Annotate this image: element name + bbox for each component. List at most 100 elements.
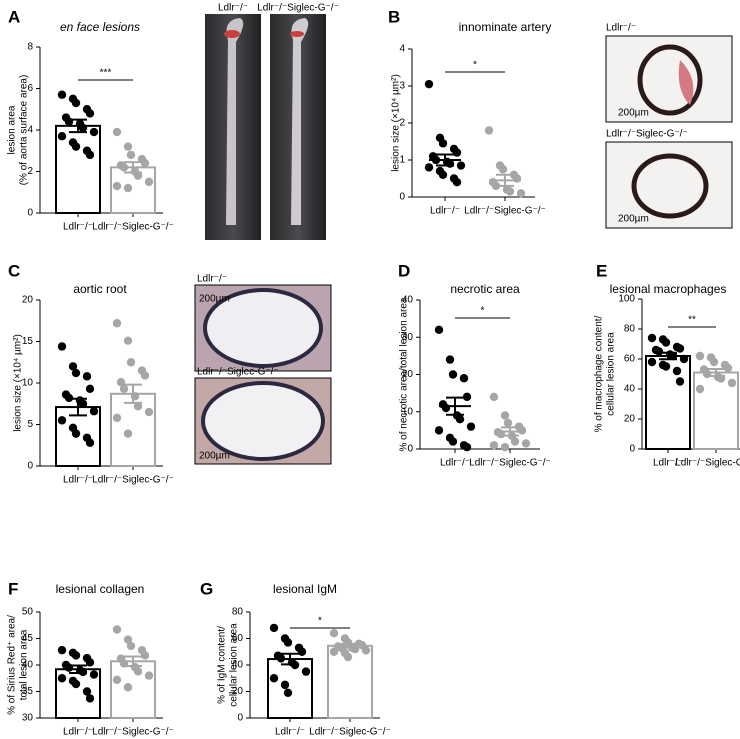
data-point xyxy=(71,142,81,151)
y-tick-label: 4 xyxy=(399,44,405,55)
chart-title: innominate artery xyxy=(459,20,552,34)
significance-label: * xyxy=(481,306,485,317)
data-point xyxy=(57,132,67,141)
scale-bar-label: 200µm xyxy=(199,294,230,305)
data-point xyxy=(144,671,154,680)
aorta xyxy=(226,18,244,225)
data-point xyxy=(512,174,522,183)
data-point xyxy=(116,377,126,387)
x-tick-label: Ldlr⁻/⁻ xyxy=(440,458,470,469)
data-point xyxy=(654,347,664,356)
y-tick-label: 40 xyxy=(624,384,636,395)
x-tick-label: Ldlr⁻/⁻ xyxy=(653,458,683,469)
data-point xyxy=(500,442,510,452)
y-tick-label: 20 xyxy=(22,295,34,306)
data-point xyxy=(78,667,88,677)
significance-label: * xyxy=(318,616,322,627)
data-point xyxy=(130,392,140,401)
data-point xyxy=(82,687,92,696)
x-tick-label: Ldlr⁻/⁻ xyxy=(275,727,305,738)
x-tick-label: Ldlr⁻/⁻Siglec-G⁻/⁻ xyxy=(92,727,174,738)
data-point xyxy=(133,667,143,676)
y-tick-label: 10 xyxy=(22,378,34,389)
image-label: Ldlr⁻/⁻Siglec-G⁻/⁻ xyxy=(257,3,339,14)
data-point xyxy=(672,366,682,376)
y-tick-label: 0 xyxy=(399,192,405,203)
y-tick-label: 50 xyxy=(22,607,34,618)
y-axis-label: cellular lesion area xyxy=(229,623,240,707)
data-point xyxy=(462,442,472,452)
data-point xyxy=(144,177,154,187)
data-point xyxy=(452,148,462,157)
x-tick-label: Ldlr⁻/⁻ xyxy=(63,475,93,486)
data-point xyxy=(140,159,150,168)
data-point xyxy=(71,98,81,108)
y-tick-label: 40 xyxy=(402,295,414,306)
innominate-images: Ldlr⁻/⁻ 200µm Ldlr⁻/⁻Siglec-G⁻/⁻ 200µm xyxy=(605,23,733,229)
y-tick-label: 100 xyxy=(618,294,635,305)
x-tick-label: Ldlr⁻/⁻Siglec-G⁻/⁻ xyxy=(92,475,174,486)
data-point xyxy=(661,362,671,371)
data-point xyxy=(133,171,143,180)
y-tick-label: 2 xyxy=(27,166,33,177)
chart-title: lesional IgM xyxy=(273,582,337,596)
histology-image xyxy=(605,35,733,123)
y-axis-label: (% of aorta surface area) xyxy=(19,75,30,186)
scale-bar-label: 200µm xyxy=(618,108,649,119)
data-point xyxy=(85,109,95,118)
chart-title: en face lesions xyxy=(60,20,140,34)
y-tick-label: 4 xyxy=(27,125,33,136)
vessel xyxy=(201,381,325,461)
y-tick-label: 15 xyxy=(22,336,34,347)
data-point xyxy=(727,378,737,388)
data-point xyxy=(119,163,129,172)
data-point xyxy=(668,351,678,361)
data-point xyxy=(57,674,67,683)
data-point xyxy=(140,651,150,660)
data-point xyxy=(521,439,531,448)
image-label: Ldlr⁻/⁻Siglec-G⁻/⁻ xyxy=(197,367,279,378)
data-point xyxy=(71,651,81,660)
x-tick-label: Ldlr⁻/⁻ xyxy=(430,206,460,217)
y-axis-label: total lesion area xyxy=(19,629,30,700)
image-label: Ldlr⁻/⁻ xyxy=(197,274,227,285)
y-tick-label: 0 xyxy=(27,461,33,472)
data-point xyxy=(329,629,339,638)
data-point xyxy=(462,392,472,402)
scale-bar-label: 200µm xyxy=(199,451,230,462)
data-point xyxy=(290,660,300,670)
y-axis-label: lesion size (×10⁴ µm²) xyxy=(13,334,24,432)
data-point xyxy=(723,363,733,373)
data-point xyxy=(85,150,95,160)
data-point xyxy=(438,139,448,148)
significance-label: * xyxy=(473,60,477,71)
data-point xyxy=(283,638,293,647)
lesion-stain xyxy=(290,31,304,37)
data-point xyxy=(123,635,133,644)
data-point xyxy=(269,623,279,633)
data-point xyxy=(441,403,451,413)
panel-letter: C xyxy=(8,261,20,280)
data-point xyxy=(498,165,508,174)
data-point xyxy=(112,181,122,191)
data-point xyxy=(71,429,81,438)
chart-title: necrotic area xyxy=(450,282,520,296)
data-point xyxy=(516,189,526,198)
data-point xyxy=(57,342,67,351)
data-point xyxy=(85,694,95,703)
data-point xyxy=(85,384,95,394)
panel-letter: G xyxy=(200,579,213,598)
chart-title: aortic root xyxy=(73,282,127,296)
data-point xyxy=(716,374,726,383)
y-tick-label: 20 xyxy=(232,686,244,697)
y-axis-label: cellular lesion area xyxy=(606,332,617,416)
data-point xyxy=(78,399,88,408)
bar xyxy=(110,660,156,719)
data-point xyxy=(68,362,78,371)
data-point xyxy=(503,418,513,428)
panel-letter: B xyxy=(388,7,400,26)
data-point xyxy=(459,374,469,383)
data-point xyxy=(89,670,99,679)
x-tick-label: Ldlr⁻/⁻Siglec-G⁻/⁻ xyxy=(464,206,546,217)
data-point xyxy=(57,645,67,655)
